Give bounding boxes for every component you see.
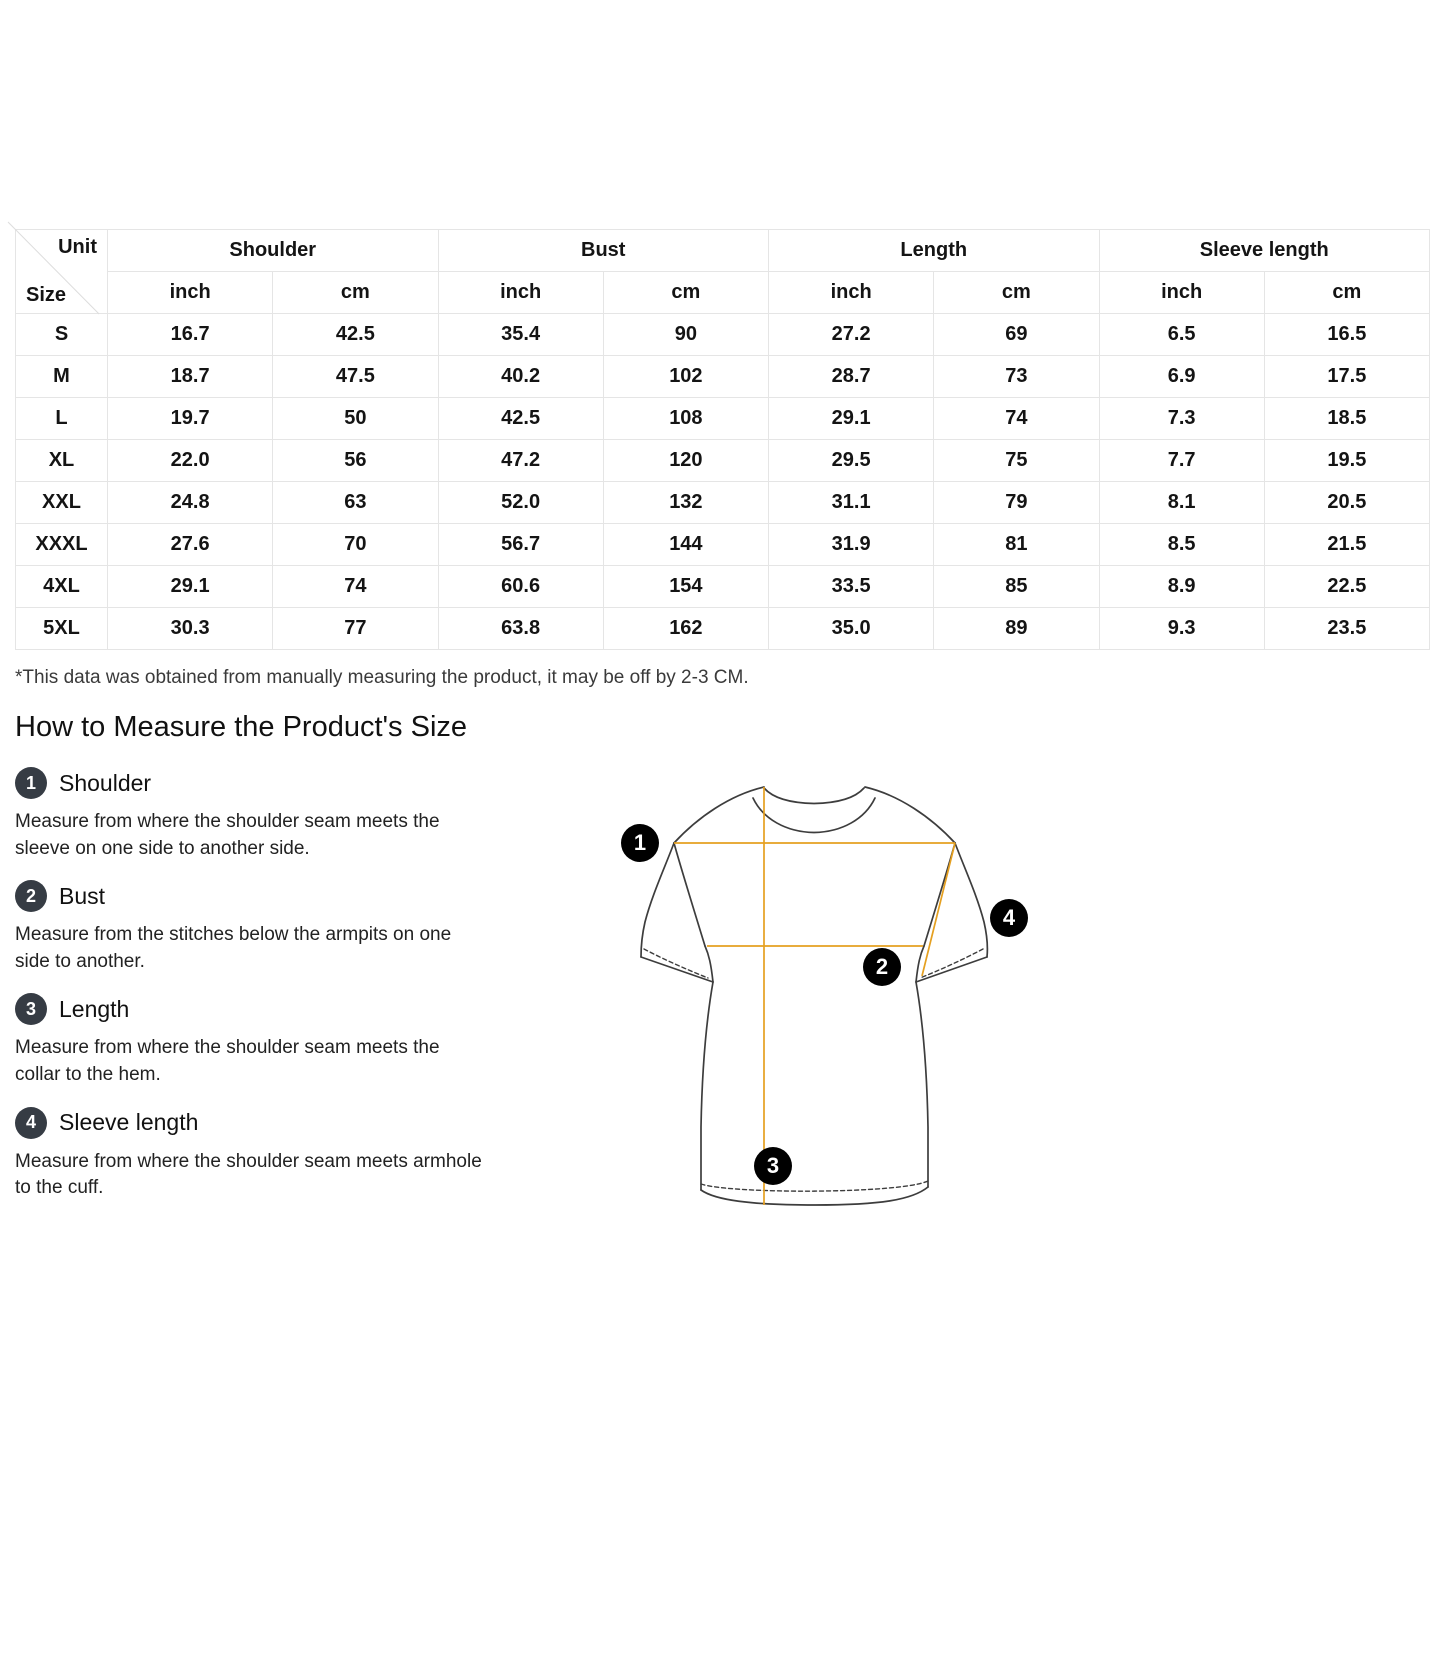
- svg-text:2: 2: [876, 954, 888, 979]
- svg-text:3: 3: [767, 1153, 779, 1178]
- svg-text:4: 4: [1003, 905, 1016, 930]
- svg-text:1: 1: [634, 830, 646, 855]
